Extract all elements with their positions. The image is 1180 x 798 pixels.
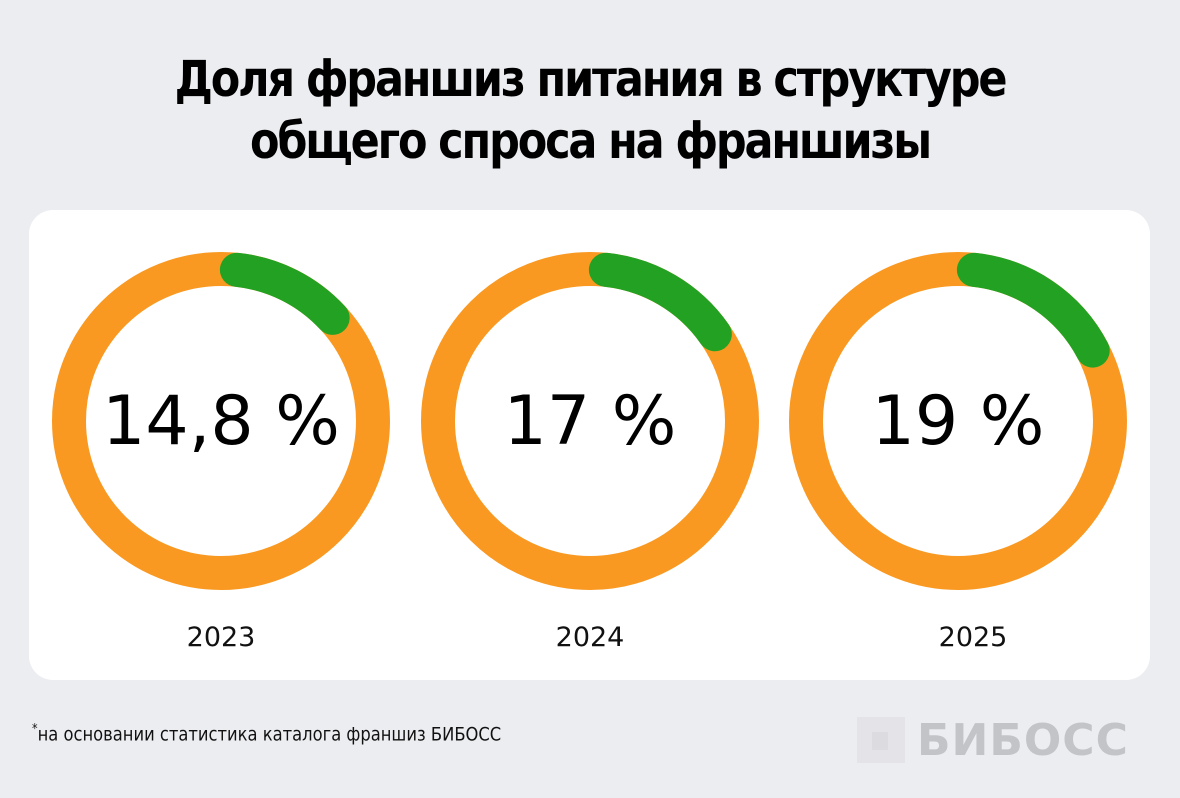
footnote-marker: * (32, 722, 38, 737)
footnote: *на основании статистика каталога франши… (32, 722, 501, 745)
donut-2024: 17 % (420, 250, 760, 592)
bibos-logo: БИБОСС (857, 714, 1129, 766)
year-label-2025: 2025 (938, 622, 1008, 653)
title-line-2: общего спроса на франшизы (249, 112, 932, 170)
year-label-2024: 2024 (555, 622, 625, 653)
year-label-2023: 2023 (186, 622, 256, 653)
donut-2023: 14,8 % (51, 250, 391, 592)
chart-card (29, 210, 1150, 680)
footnote-text: на основании статистика каталога франшиз… (37, 723, 502, 746)
donut-ring (421, 252, 759, 590)
percent-value: 19 % (871, 382, 1045, 461)
percent-value: 14,8 % (102, 382, 340, 461)
donut-2025: 19 % (788, 250, 1128, 592)
logo-square-icon (857, 717, 905, 763)
title-line-1: Доля франшиз питания в структуре (174, 50, 1008, 108)
page-title: Доля франшиз питания в структуре общего … (83, 48, 1098, 172)
percent-value: 17 % (503, 382, 677, 461)
logo-text: БИБОСС (917, 714, 1129, 766)
donut-ring (52, 252, 390, 590)
donut-ring (789, 252, 1127, 590)
